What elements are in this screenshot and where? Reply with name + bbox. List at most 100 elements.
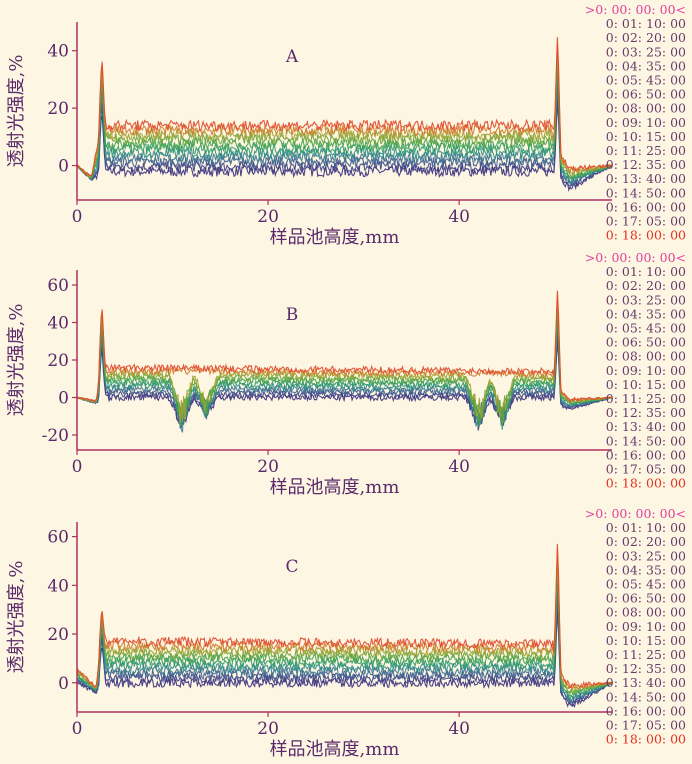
- legend-entry: 0: 11: 25: 00: [606, 391, 686, 406]
- legend-entry: 0: 18: 00: 00: [606, 732, 686, 747]
- legend-entry: 0: 06: 50: 00: [606, 591, 686, 606]
- x-tick-label: 0: [72, 719, 83, 739]
- legend-entry: 0: 09: 10: 00: [606, 619, 686, 634]
- x-tick-label: 20: [257, 457, 279, 477]
- legend-entry: >0: 00: 00: 00<: [585, 506, 686, 521]
- series-line: [76, 42, 612, 178]
- series-line: [76, 601, 612, 706]
- legend-entry: 0: 18: 00: 00: [606, 228, 686, 243]
- legend-entry: 0: 04: 35: 00: [606, 58, 686, 73]
- x-tick-label: 20: [257, 719, 279, 739]
- y-tick-label: 60: [47, 276, 69, 296]
- series-line: [76, 319, 612, 430]
- legend-entry: 0: 01: 10: 00: [606, 520, 686, 535]
- y-tick-label: 40: [47, 576, 69, 596]
- y-tick-label: 40: [47, 42, 69, 62]
- legend-entry: 0: 03: 25: 00: [606, 292, 686, 307]
- legend-entry: 0: 09: 10: 00: [606, 363, 686, 378]
- x-tick-label: 20: [257, 207, 279, 227]
- legend-entry: 0: 01: 10: 00: [606, 264, 686, 279]
- y-tick-label: 20: [47, 351, 69, 371]
- series-line: [76, 52, 612, 179]
- legend-entry: 0: 16: 00: 00: [606, 199, 686, 214]
- legend-entry: 0: 17: 05: 00: [606, 462, 686, 477]
- y-tick-label: 40: [47, 314, 69, 334]
- legend-entry: 0: 13: 40: 00: [606, 419, 686, 434]
- legend-entry: 0: 14: 50: 00: [606, 433, 686, 448]
- series-line: [76, 568, 612, 696]
- series-line: [76, 561, 612, 696]
- y-tick-label: 20: [47, 625, 69, 645]
- y-tick-label: 0: [58, 674, 69, 694]
- y-tick-label: 60: [47, 528, 69, 548]
- x-tick-label: 0: [72, 457, 83, 477]
- legend-entry: 0: 04: 35: 00: [606, 562, 686, 577]
- series-line: [76, 299, 612, 423]
- x-axis-label: 样品池高度,mm: [270, 739, 400, 760]
- legend-entry: 0: 05: 45: 00: [606, 321, 686, 336]
- panel-title: B: [286, 305, 299, 325]
- y-axis-label: 透射光强度,%: [6, 55, 27, 168]
- legend-entry: 0: 04: 35: 00: [606, 306, 686, 321]
- legend-entry: 0: 16: 00: 00: [606, 447, 686, 462]
- x-tick-label: 40: [448, 457, 470, 477]
- series-line: [76, 78, 612, 185]
- legend-entry: 0: 10: 15: 00: [606, 377, 686, 392]
- x-axis-label: 样品池高度,mm: [270, 477, 400, 498]
- legend-entry: 0: 05: 45: 00: [606, 577, 686, 592]
- series-line: [76, 330, 612, 428]
- series-line: [76, 309, 612, 425]
- legend-entry: 0: 08: 00: 00: [606, 605, 686, 620]
- legend-entry: 0: 02: 20: 00: [606, 534, 686, 549]
- legend-entry: 0: 08: 00: 00: [606, 349, 686, 364]
- x-tick-label: 40: [448, 207, 470, 227]
- legend-entry: 0: 16: 00: 00: [606, 703, 686, 718]
- legend-entry: 0: 05: 45: 00: [606, 73, 686, 88]
- legend-entry: 0: 08: 00: 00: [606, 101, 686, 116]
- legend-entry: >0: 00: 00: 00<: [585, 2, 686, 17]
- legend-entry: 0: 13: 40: 00: [606, 675, 686, 690]
- legend-entry: 0: 17: 05: 00: [606, 214, 686, 229]
- legend: >0: 00: 00: 00<0: 01: 10: 000: 02: 20: 0…: [585, 250, 686, 491]
- legend-entry: 0: 06: 50: 00: [606, 87, 686, 102]
- legend-entry: 0: 01: 10: 00: [606, 16, 686, 31]
- legend-entry: 0: 14: 50: 00: [606, 689, 686, 704]
- y-tick-label: 0: [58, 389, 69, 409]
- x-axis-label: 样品池高度,mm: [270, 227, 400, 248]
- legend-entry: 0: 02: 20: 00: [606, 30, 686, 45]
- legend-entry: 0: 12: 35: 00: [606, 157, 686, 172]
- y-axis-label: 透射光强度,%: [6, 304, 27, 417]
- series-line: [76, 581, 612, 701]
- series-line: [76, 588, 612, 703]
- legend-entry: 0: 10: 15: 00: [606, 129, 686, 144]
- y-tick-label: 0: [58, 157, 69, 177]
- legend-entry: 0: 11: 25: 00: [606, 647, 686, 662]
- legend-entry: 0: 12: 35: 00: [606, 661, 686, 676]
- legend-entry: 0: 09: 10: 00: [606, 115, 686, 130]
- y-tick-label: -20: [42, 426, 69, 446]
- legend-entry: 0: 10: 15: 00: [606, 633, 686, 648]
- series-line: [76, 610, 612, 709]
- series-line: [77, 290, 612, 403]
- legend-entry: 0: 18: 00: 00: [606, 476, 686, 491]
- legend: >0: 00: 00: 00<0: 01: 10: 000: 02: 20: 0…: [585, 506, 686, 747]
- legend-entry: 0: 02: 20: 00: [606, 278, 686, 293]
- y-axis-label: 透射光强度,%: [6, 561, 27, 674]
- legend: >0: 00: 00: 00<0: 01: 10: 000: 02: 20: 0…: [585, 2, 686, 243]
- panel-title: C: [285, 557, 298, 577]
- legend-entry: >0: 00: 00: 00<: [585, 250, 686, 265]
- legend-entry: 0: 17: 05: 00: [606, 718, 686, 733]
- series-line: [76, 91, 612, 187]
- series-line: [76, 303, 612, 426]
- x-tick-label: 40: [448, 719, 470, 739]
- legend-entry: 0: 03: 25: 00: [606, 548, 686, 563]
- panel-title: A: [285, 47, 299, 67]
- legend-entry: 0: 03: 25: 00: [606, 44, 686, 59]
- legend-entry: 0: 14: 50: 00: [606, 185, 686, 200]
- legend-entry: 0: 11: 25: 00: [606, 143, 686, 158]
- panel-c: 0 20 40 60 0 20 40 C 样品池高度,mm 透射光强度,% >0: 00: 00: …: [6, 506, 686, 760]
- series-line: [76, 37, 612, 177]
- series-line: [76, 86, 612, 187]
